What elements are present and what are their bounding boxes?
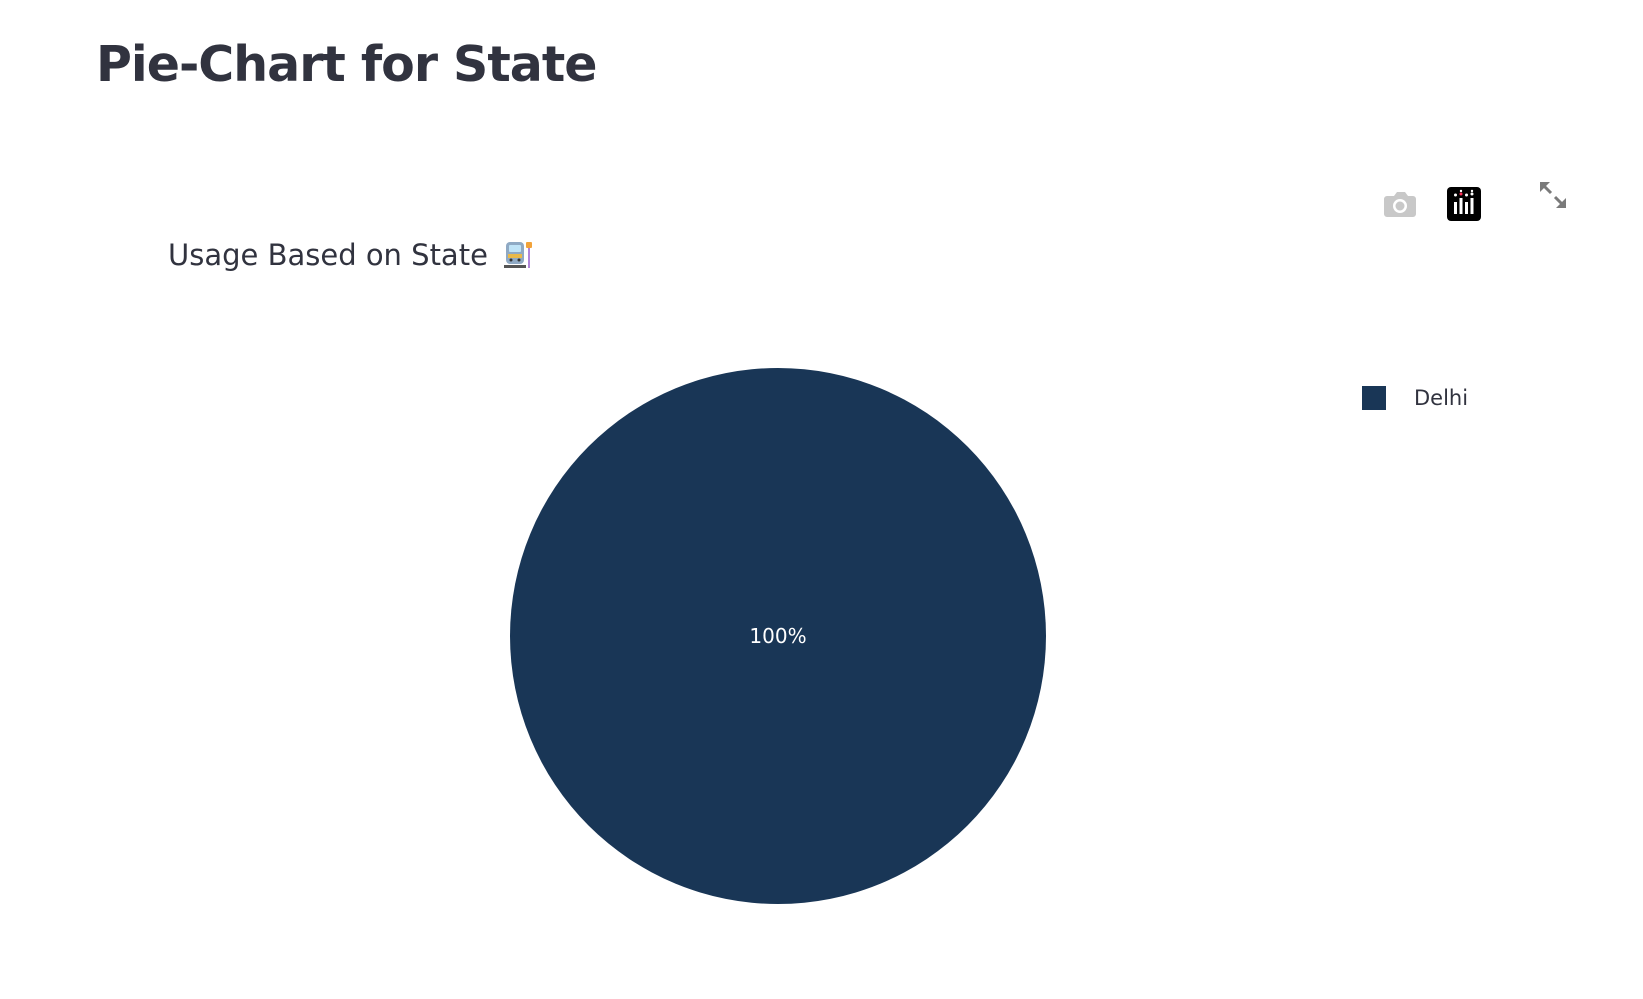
page-title: Pie-Chart for State [96, 36, 597, 93]
expand-icon[interactable] [1533, 175, 1573, 215]
legend-item-delhi[interactable]: Delhi [1362, 386, 1468, 410]
chart-title-text: Usage Based on State [168, 238, 488, 272]
pie-slice-delhi[interactable] [510, 368, 1046, 904]
pie-chart: 100% Usage Based on State Delhi [0, 220, 1643, 960]
pie-slice-label: 100% [749, 624, 806, 648]
legend-swatch [1362, 386, 1386, 410]
chart-title: Usage Based on State [168, 238, 534, 272]
plotly-logo-icon[interactable] [1444, 184, 1484, 224]
legend-label: Delhi [1414, 386, 1469, 410]
chart-toolbar [1380, 182, 1580, 228]
train-station-icon [502, 239, 534, 271]
pie-chart-svg: 100% [510, 368, 1046, 904]
camera-icon[interactable] [1380, 184, 1420, 224]
